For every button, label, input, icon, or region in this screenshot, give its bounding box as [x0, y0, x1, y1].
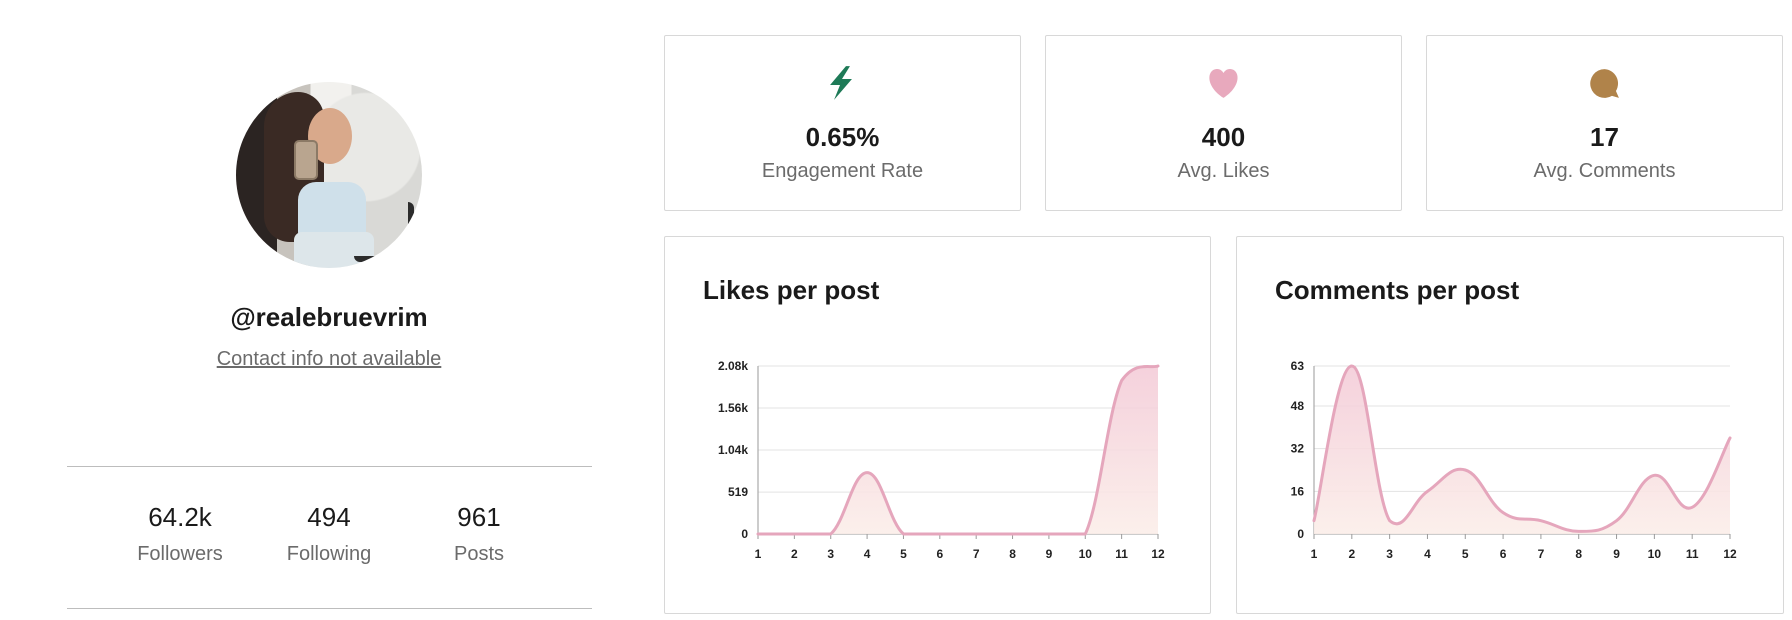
stat-following: 494 Following — [254, 502, 404, 566]
y-tick-label: 519 — [728, 485, 748, 499]
x-tick-label: 10 — [1648, 547, 1662, 561]
y-tick-label: 32 — [1291, 442, 1305, 456]
avg-likes-card: 400 Avg. Likes — [1045, 35, 1402, 211]
stat-followers: 64.2k Followers — [105, 502, 255, 566]
data-point[interactable] — [1010, 531, 1016, 537]
series-line — [1312, 364, 1732, 533]
data-point[interactable] — [1576, 528, 1582, 534]
data-point[interactable] — [1046, 531, 1052, 537]
data-point[interactable] — [1462, 467, 1468, 473]
y-tick-label: 16 — [1291, 484, 1305, 498]
metric-label: Avg. Comments — [1533, 160, 1676, 182]
metric-value: 400 — [1201, 122, 1246, 152]
data-point[interactable] — [1311, 518, 1317, 524]
speech-bubble-icon — [1590, 69, 1619, 98]
data-point[interactable] — [1155, 363, 1161, 369]
y-tick-label: 1.04k — [718, 443, 748, 457]
chart-title: Likes per post — [703, 275, 880, 305]
metric-value: 0.65% — [805, 122, 880, 152]
x-tick-label: 3 — [1386, 547, 1393, 561]
data-point[interactable] — [828, 531, 834, 537]
heart-icon — [1209, 69, 1238, 98]
data-point[interactable] — [1727, 435, 1733, 441]
data-point[interactable] — [1082, 531, 1088, 537]
stat-value: 961 — [457, 502, 501, 532]
x-tick-label: 10 — [1079, 547, 1093, 561]
series-area — [1314, 366, 1730, 534]
y-tick-label: 1.56k — [718, 401, 748, 415]
x-tick-label: 12 — [1151, 547, 1165, 561]
data-point[interactable] — [1651, 472, 1657, 478]
x-tick-label: 8 — [1009, 547, 1016, 561]
x-tick-label: 11 — [1686, 547, 1699, 561]
x-tick-label: 7 — [1538, 547, 1545, 561]
x-tick-label: 3 — [827, 547, 834, 561]
x-tick-label: 9 — [1046, 547, 1053, 561]
series-area — [758, 366, 1158, 534]
x-tick-label: 5 — [1462, 547, 1469, 561]
contact-info-link[interactable]: Contact info not available — [216, 348, 442, 370]
stat-value: 64.2k — [148, 502, 212, 532]
x-tick-label: 12 — [1723, 547, 1737, 561]
profile-panel: @realebruevrim Contact info not availabl… — [0, 0, 658, 620]
stat-value: 494 — [307, 502, 351, 532]
y-tick-label: 2.08k — [718, 359, 748, 373]
engagement-rate-card: 0.65% Engagement Rate — [664, 35, 1021, 211]
data-point[interactable] — [791, 531, 797, 537]
x-tick-label: 4 — [1424, 547, 1431, 561]
data-point[interactable] — [1424, 488, 1430, 494]
data-point[interactable] — [1500, 510, 1506, 516]
y-tick-label: 0 — [1297, 527, 1304, 541]
x-tick-label: 11 — [1115, 547, 1128, 561]
avatar[interactable] — [236, 82, 422, 268]
lightning-bolt-icon — [830, 66, 852, 100]
data-point[interactable] — [755, 531, 761, 537]
divider — [67, 466, 592, 467]
x-tick-label: 8 — [1575, 547, 1582, 561]
data-point[interactable] — [1538, 518, 1544, 524]
x-tick-label: 2 — [1348, 547, 1355, 561]
profile-handle: @realebruevrim — [230, 302, 428, 332]
x-tick-label: 2 — [791, 547, 798, 561]
data-point[interactable] — [1614, 518, 1620, 524]
data-point[interactable] — [864, 470, 870, 476]
x-tick-label: 6 — [1500, 547, 1507, 561]
data-point[interactable] — [973, 531, 979, 537]
metric-label: Avg. Likes — [1177, 160, 1270, 182]
comments-chart-panel: Comments per post 0 16 32 48 63 1 2 3 4 5 6 7 8 9 10 11… — [1236, 236, 1784, 614]
x-tick-label: 1 — [1311, 547, 1318, 561]
stat-posts: 961 Posts — [404, 502, 554, 566]
x-tick-label: 1 — [755, 547, 762, 561]
data-point[interactable] — [1349, 363, 1355, 369]
x-tick-label: 7 — [973, 547, 980, 561]
stat-label: Followers — [137, 543, 223, 565]
stat-label: Following — [286, 543, 372, 565]
data-point[interactable] — [1387, 518, 1393, 524]
data-point[interactable] — [900, 531, 906, 537]
y-tick-label: 48 — [1291, 399, 1305, 413]
stat-label: Posts — [453, 543, 505, 565]
series-line — [756, 364, 1160, 536]
metric-value: 17 — [1590, 122, 1619, 152]
x-tick-label: 6 — [936, 547, 943, 561]
divider — [67, 608, 592, 609]
metric-label: Engagement Rate — [761, 160, 924, 182]
y-tick-label: 0 — [741, 527, 748, 541]
x-tick-label: 5 — [900, 547, 907, 561]
avg-comments-card: 17 Avg. Comments — [1426, 35, 1783, 211]
data-point[interactable] — [1689, 504, 1695, 510]
x-tick-label: 4 — [864, 547, 871, 561]
x-tick-label: 9 — [1613, 547, 1620, 561]
likes-chart-panel: Likes per post 0 519 1.04k 1.56k 2.08k 1 2 3 4 5 6… — [664, 236, 1211, 614]
y-tick-label: 63 — [1291, 359, 1305, 373]
data-point[interactable] — [1119, 378, 1125, 384]
data-point[interactable] — [937, 531, 943, 537]
chart-title: Comments per post — [1275, 275, 1520, 305]
